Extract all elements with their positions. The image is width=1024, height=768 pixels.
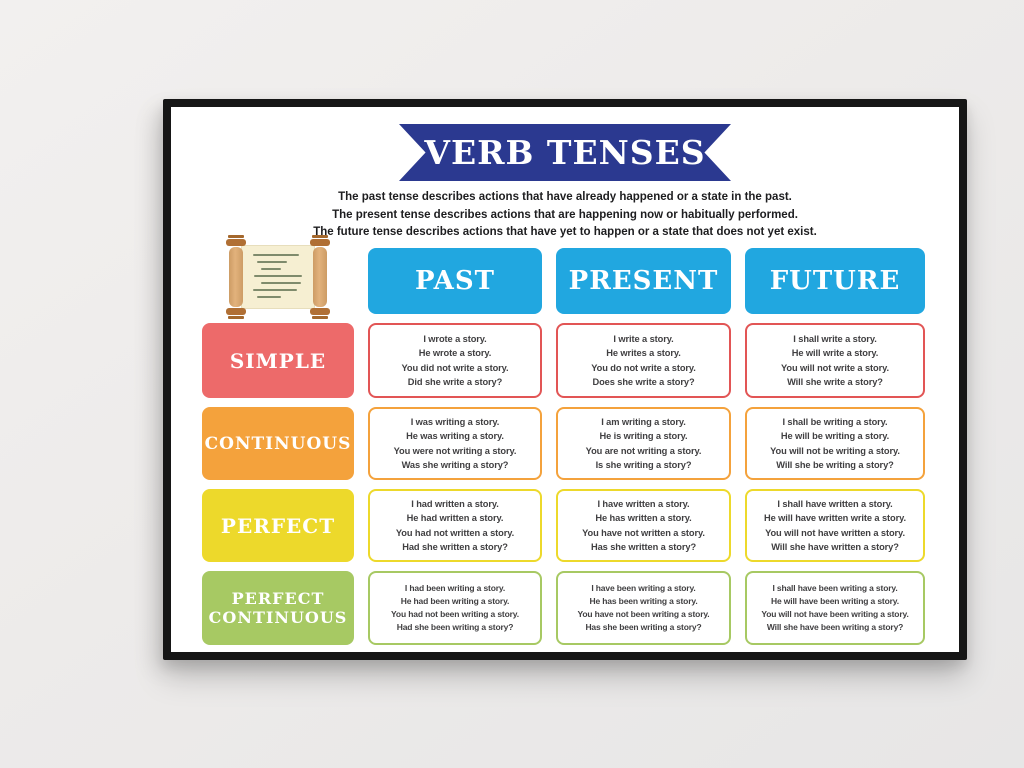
cell-perfect-future: I shall have written a story. He will hav… xyxy=(745,489,925,562)
row-label-perfect: PERFECT xyxy=(202,489,354,562)
row-label-simple: SIMPLE xyxy=(202,323,354,398)
title-banner: VERB TENSES xyxy=(399,124,731,181)
column-header-present: PRESENT xyxy=(556,248,731,314)
cell-perfect-past: I had written a story. He had written a s… xyxy=(368,489,542,562)
row-label-perfect-continuous: PERFECT CONTINUOUS xyxy=(202,571,354,645)
tense-grid: PAST PRESENT FUTURE SIMPLE I wrote a sto… xyxy=(202,239,925,645)
cell-continuous-future: I shall be writing a story. He will be wr… xyxy=(745,407,925,480)
cell-perfect-present: I have written a story. He has written a … xyxy=(556,489,731,562)
column-header-future: FUTURE xyxy=(745,248,925,314)
poster-title: VERB TENSES xyxy=(424,133,706,172)
intro-line-future: The future tense describes actions that … xyxy=(313,226,817,239)
cell-continuous-present: I am writing a story. He is writing a sto… xyxy=(556,407,731,480)
cell-simple-past: I wrote a story. He wrote a story. You did… xyxy=(368,323,542,398)
column-header-past: PAST xyxy=(368,248,542,314)
scroll-parchment xyxy=(241,245,315,309)
intro-text: The past tense describes actions that ha… xyxy=(171,188,959,242)
intro-line-past: The past tense describes actions that ha… xyxy=(338,191,792,203)
scroll-icon xyxy=(202,239,354,315)
cell-perfect-continuous-present: I have been writing a story. He has been … xyxy=(556,571,731,645)
scroll-roller-left xyxy=(226,239,246,315)
intro-line-present: The present tense describes actions that… xyxy=(332,208,798,221)
row-label-continuous: CONTINUOUS xyxy=(202,407,354,480)
verb-tenses-poster: VERB TENSES The past tense describes act… xyxy=(171,107,959,652)
cell-continuous-past: I was writing a story. He was writing a s… xyxy=(368,407,542,480)
scroll-icon-graphic xyxy=(226,238,330,316)
poster-frame: VERB TENSES The past tense describes act… xyxy=(163,99,967,660)
scroll-roller-right xyxy=(310,239,330,315)
cell-simple-present: I write a story. He writes a story. You do… xyxy=(556,323,731,398)
cell-simple-future: I shall write a story. He will write a st… xyxy=(745,323,925,398)
cell-perfect-continuous-past: I had been writing a story. He had been w… xyxy=(368,571,542,645)
cell-perfect-continuous-future: I shall have been writing a story. He wil… xyxy=(745,571,925,645)
